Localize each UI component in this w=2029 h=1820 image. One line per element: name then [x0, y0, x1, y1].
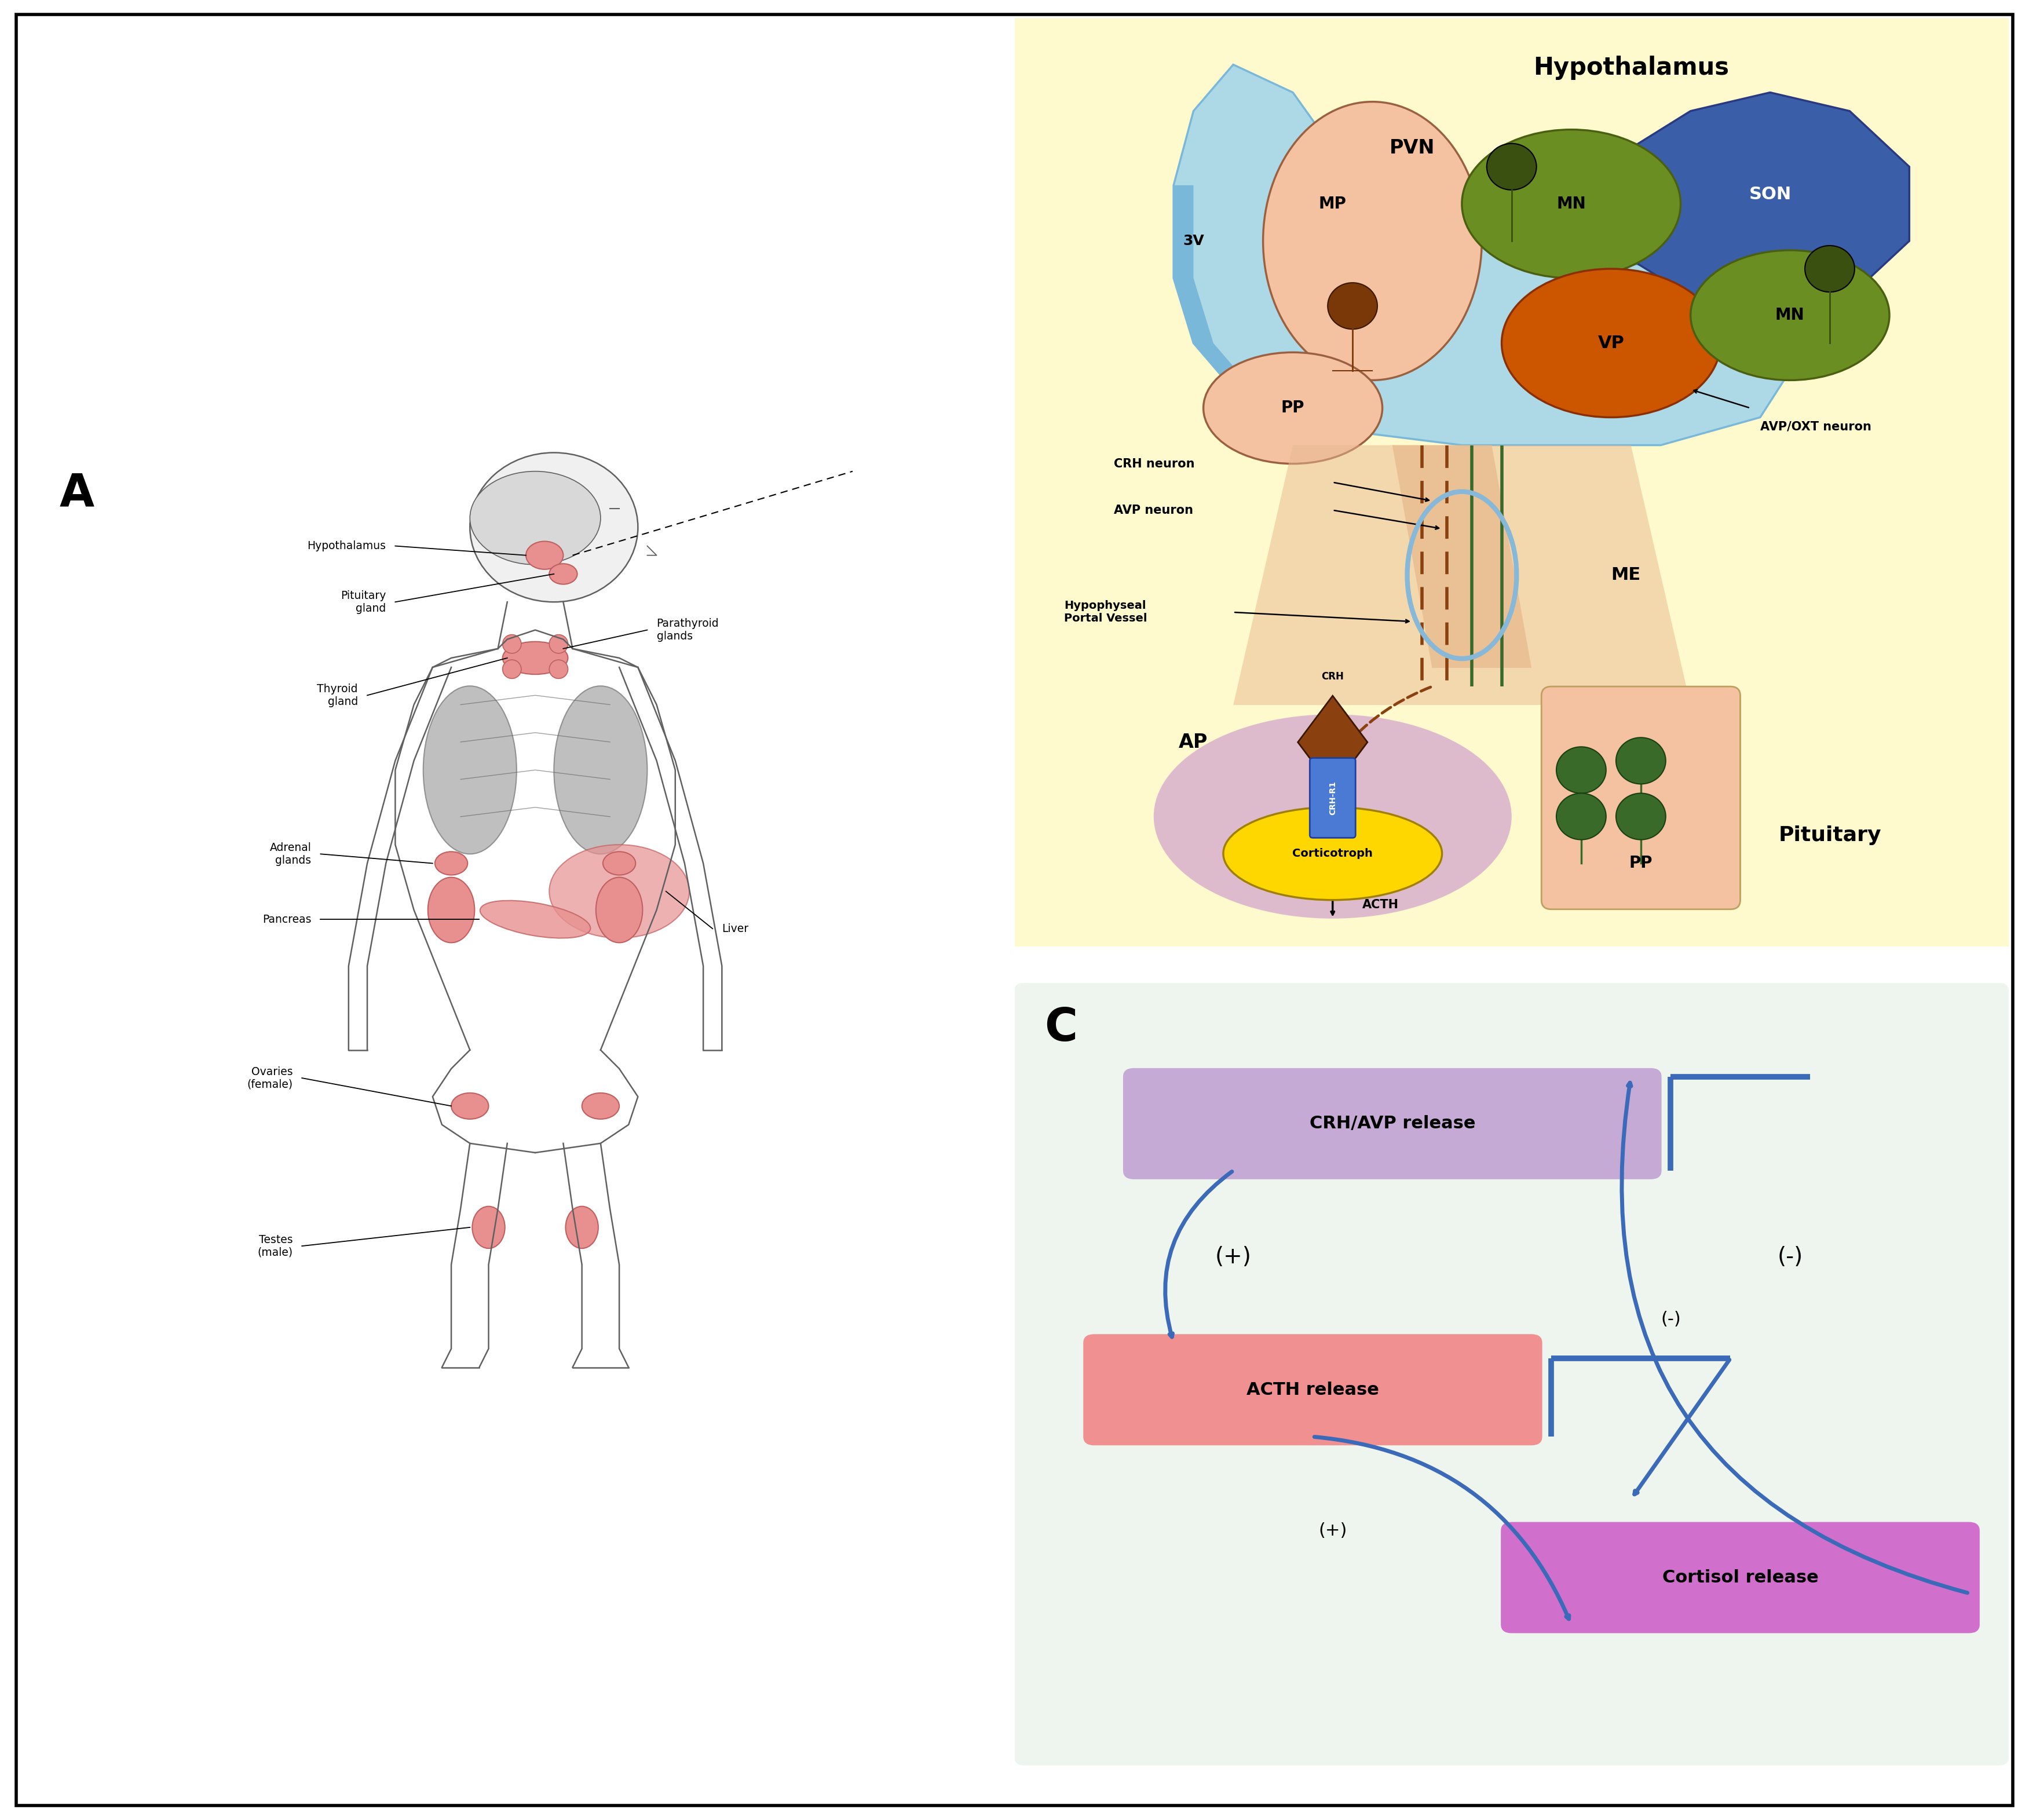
- Circle shape: [1487, 144, 1536, 189]
- Ellipse shape: [550, 564, 578, 584]
- Ellipse shape: [473, 1207, 505, 1249]
- Text: B: B: [1014, 55, 1049, 98]
- Text: CRH neuron: CRH neuron: [1114, 459, 1195, 470]
- Ellipse shape: [1223, 806, 1443, 901]
- Ellipse shape: [566, 1207, 599, 1249]
- Text: Pancreas: Pancreas: [262, 914, 310, 925]
- Ellipse shape: [1193, 686, 1889, 946]
- Text: ME: ME: [1611, 566, 1641, 584]
- Ellipse shape: [428, 877, 475, 943]
- Ellipse shape: [450, 1094, 489, 1119]
- Text: Pituitary: Pituitary: [1777, 824, 1881, 844]
- Ellipse shape: [1461, 129, 1680, 278]
- Circle shape: [1327, 282, 1378, 329]
- Text: VP: VP: [1597, 335, 1625, 351]
- Text: Parathyroid
glands: Parathyroid glands: [657, 619, 718, 642]
- Text: PP: PP: [1280, 400, 1305, 417]
- Ellipse shape: [550, 844, 690, 937]
- FancyBboxPatch shape: [1014, 983, 2009, 1765]
- FancyBboxPatch shape: [1311, 757, 1355, 837]
- FancyBboxPatch shape: [1004, 9, 2019, 956]
- Text: Hypothalamus: Hypothalamus: [306, 541, 386, 551]
- Text: MP: MP: [1319, 197, 1347, 211]
- Text: ACTH release: ACTH release: [1246, 1381, 1380, 1398]
- Text: AVP/OXT neuron: AVP/OXT neuron: [1761, 420, 1871, 433]
- FancyBboxPatch shape: [1501, 1523, 1978, 1633]
- Text: ACTH: ACTH: [1363, 899, 1398, 910]
- Text: Testes
(male): Testes (male): [258, 1234, 292, 1258]
- Ellipse shape: [1262, 102, 1481, 380]
- Polygon shape: [1299, 695, 1368, 788]
- Polygon shape: [1234, 446, 1690, 704]
- Text: (+): (+): [1319, 1522, 1347, 1540]
- Text: C: C: [1045, 1006, 1077, 1050]
- Circle shape: [1806, 246, 1855, 291]
- Text: Hypothalamus: Hypothalamus: [1534, 55, 1729, 80]
- Ellipse shape: [1155, 715, 1512, 919]
- Text: PP: PP: [1629, 855, 1652, 872]
- Text: PVN: PVN: [1390, 138, 1435, 158]
- Text: MN: MN: [1775, 308, 1804, 324]
- Ellipse shape: [603, 852, 635, 875]
- Circle shape: [1615, 737, 1666, 784]
- Text: Pituitary
gland: Pituitary gland: [341, 590, 386, 613]
- Ellipse shape: [1203, 353, 1382, 464]
- Polygon shape: [1392, 446, 1532, 668]
- Text: (-): (-): [1660, 1310, 1680, 1329]
- Circle shape: [1615, 794, 1666, 839]
- Text: (+): (+): [1215, 1245, 1252, 1269]
- Text: CRH: CRH: [1321, 672, 1343, 682]
- Ellipse shape: [481, 901, 590, 937]
- Circle shape: [1556, 794, 1607, 839]
- Circle shape: [503, 661, 521, 679]
- FancyBboxPatch shape: [1083, 1336, 1542, 1445]
- Circle shape: [1556, 746, 1607, 794]
- Text: MN: MN: [1556, 197, 1587, 211]
- Text: Hypophyseal
Portal Vessel: Hypophyseal Portal Vessel: [1065, 601, 1146, 624]
- Ellipse shape: [582, 1094, 619, 1119]
- Circle shape: [503, 635, 521, 653]
- Ellipse shape: [597, 877, 643, 943]
- Ellipse shape: [434, 852, 467, 875]
- Ellipse shape: [503, 642, 568, 675]
- FancyBboxPatch shape: [1542, 686, 1741, 910]
- Ellipse shape: [526, 541, 564, 570]
- Text: Corticotroph: Corticotroph: [1292, 848, 1374, 859]
- Text: CRH-R1: CRH-R1: [1329, 781, 1337, 815]
- Ellipse shape: [424, 686, 517, 854]
- Text: CRH/AVP release: CRH/AVP release: [1309, 1116, 1475, 1132]
- Ellipse shape: [471, 453, 637, 602]
- Text: Liver: Liver: [722, 923, 749, 934]
- Polygon shape: [1173, 66, 1790, 446]
- FancyBboxPatch shape: [1124, 1068, 1660, 1179]
- Ellipse shape: [471, 471, 601, 564]
- Text: SON: SON: [1749, 186, 1792, 204]
- Ellipse shape: [1501, 269, 1721, 417]
- Text: Thyroid
gland: Thyroid gland: [317, 684, 357, 708]
- Text: 3V: 3V: [1183, 235, 1203, 248]
- Polygon shape: [1173, 186, 1254, 389]
- Text: Adrenal
glands: Adrenal glands: [270, 843, 310, 866]
- Text: AVP neuron: AVP neuron: [1114, 504, 1193, 515]
- Ellipse shape: [554, 686, 647, 854]
- Text: (-): (-): [1777, 1245, 1804, 1269]
- Text: AP: AP: [1179, 733, 1207, 752]
- Circle shape: [550, 661, 568, 679]
- Polygon shape: [1611, 93, 1909, 315]
- Text: A: A: [59, 471, 93, 515]
- Ellipse shape: [1690, 251, 1889, 380]
- Circle shape: [550, 635, 568, 653]
- Text: Cortisol release: Cortisol release: [1662, 1569, 1818, 1585]
- Text: Ovaries
(female): Ovaries (female): [248, 1067, 292, 1090]
